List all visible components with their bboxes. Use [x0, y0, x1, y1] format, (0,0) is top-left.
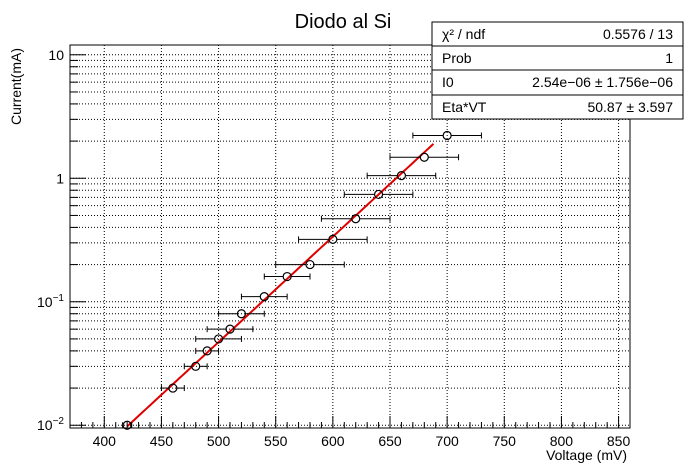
plot-frame	[69, 44, 631, 429]
x-axis-title: Voltage (mV)	[546, 447, 627, 463]
y-axis-title: Current(mA)	[8, 48, 24, 125]
x-tick-label: 700	[435, 433, 459, 449]
data-point	[236, 309, 247, 319]
x-tick-label: 450	[150, 433, 174, 449]
stats-row-label: Eta*VT	[442, 99, 487, 115]
x-tick-label: 850	[607, 433, 631, 449]
stats-row-label: I0	[442, 74, 454, 90]
data-point	[259, 292, 269, 302]
chart-title: Diodo al Si	[295, 11, 392, 33]
data-point	[225, 324, 235, 334]
data-point	[213, 334, 224, 344]
stats-row-value: 1	[665, 50, 673, 66]
data-point	[396, 171, 407, 181]
data-point	[373, 189, 384, 200]
data-point	[328, 234, 338, 244]
x-tick-label: 800	[550, 433, 574, 449]
y-tick-label: 10−1	[37, 293, 64, 310]
data-point	[419, 152, 429, 162]
data-point	[442, 130, 452, 141]
y-tick-label: 10	[48, 47, 64, 63]
data-point	[191, 361, 201, 371]
fit-stats-box: χ² / ndf 0.5576 / 13 Prob 1 I0 2.54e−06 ± 1.7…	[431, 21, 684, 120]
fit-curve	[126, 143, 435, 428]
x-tick-label: 550	[264, 433, 288, 449]
stats-row-value: 2.54e−06 ± 1.756e−06	[532, 74, 673, 90]
grid-lines	[70, 45, 630, 428]
x-tick-label: 400	[93, 433, 117, 449]
stats-row-label: Prob	[442, 50, 472, 66]
stats-row-value: 0.5576 / 13	[603, 26, 673, 42]
data-points	[122, 130, 482, 430]
x-tick-label: 650	[378, 433, 402, 449]
stats-row-label: χ² / ndf	[442, 26, 485, 42]
x-tick-label: 600	[321, 433, 345, 449]
y-tick-label: 1	[56, 170, 64, 186]
x-tick-label: 500	[207, 433, 231, 449]
y-tick-label: 10−2	[37, 416, 64, 433]
data-point	[351, 214, 361, 224]
axis-ticks	[69, 54, 631, 428]
fit-layer	[126, 143, 435, 428]
stats-row-value: 50.87 ± 3.597	[587, 99, 673, 115]
data-point	[202, 346, 212, 356]
data-point	[168, 383, 178, 393]
axis-tick-labels: 400 450 500 550 600 650 700 750 800 850 10−2 10−1 1 1…	[37, 47, 630, 449]
x-tick-label: 750	[493, 433, 517, 449]
data-point	[122, 420, 132, 430]
data-point	[305, 259, 315, 270]
data-point	[282, 271, 292, 282]
